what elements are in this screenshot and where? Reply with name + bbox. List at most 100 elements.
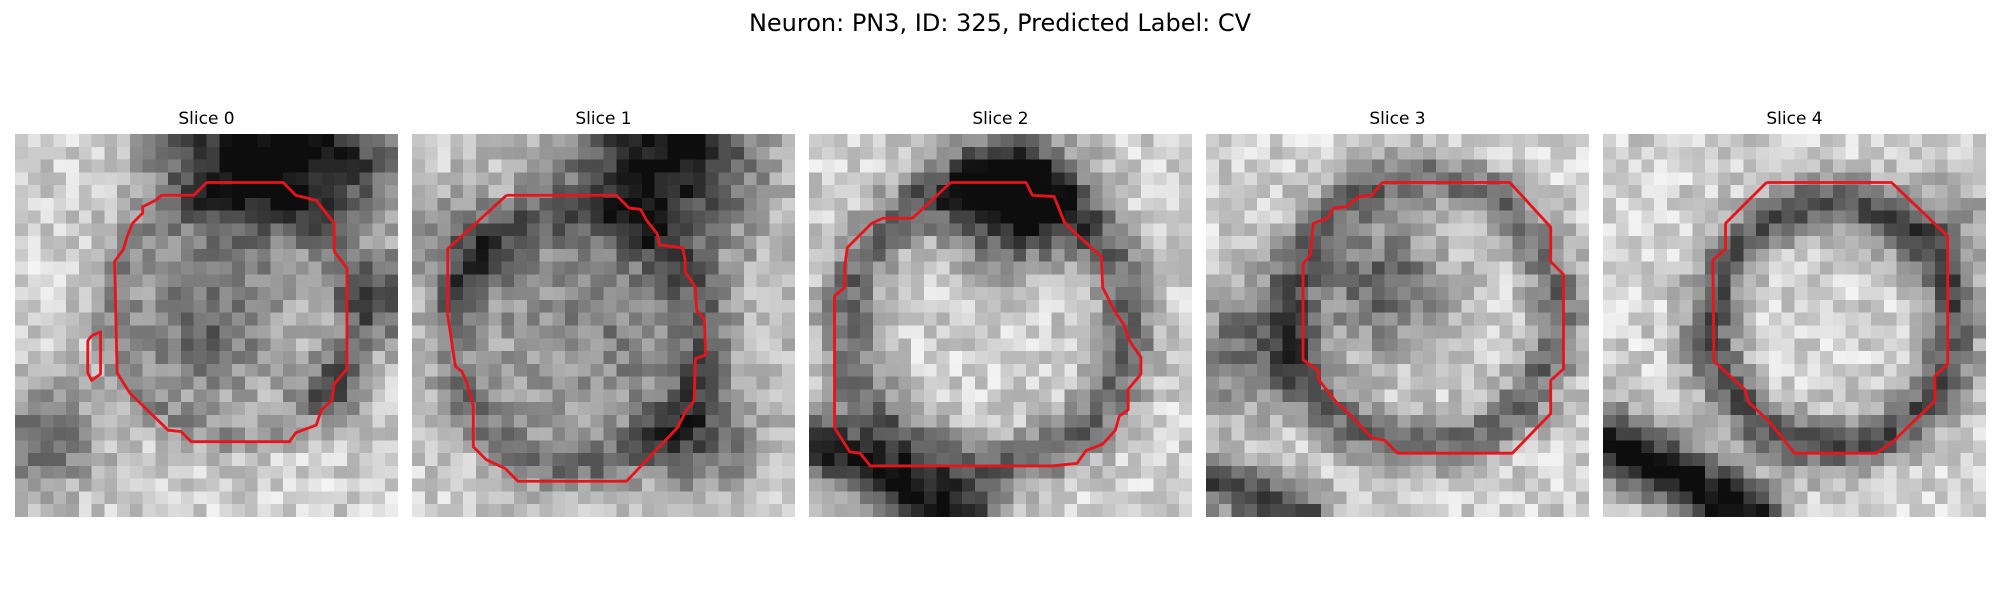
pixel [129, 274, 143, 288]
pixel [1960, 261, 1974, 275]
pixel [974, 453, 988, 467]
pixel [475, 197, 489, 211]
pixel [1858, 376, 1872, 390]
pixel [1435, 491, 1449, 505]
pixel [1206, 427, 1220, 441]
pixel [40, 414, 54, 428]
pixel [437, 363, 451, 377]
pixel [1282, 172, 1296, 186]
pixel [1947, 440, 1961, 454]
pixel [501, 351, 515, 365]
pixel [1282, 402, 1296, 416]
pixel [385, 159, 398, 173]
pixel [847, 185, 861, 199]
pixel [283, 465, 297, 479]
pixel [1654, 146, 1668, 160]
pixel [654, 210, 668, 224]
pixel [450, 146, 464, 160]
pixel [78, 427, 92, 441]
pixel [1973, 261, 1986, 275]
pixel [78, 389, 92, 403]
pixel [1922, 478, 1936, 492]
pixel [756, 146, 770, 160]
pixel [1115, 363, 1129, 377]
pixel [667, 351, 681, 365]
pixel [923, 134, 937, 148]
pixel [1077, 248, 1091, 262]
pixel [1845, 351, 1859, 365]
pixel [283, 236, 297, 250]
pixel [743, 338, 757, 352]
pixel [1153, 465, 1167, 479]
pixel [1743, 363, 1757, 377]
pixel [1397, 325, 1411, 339]
pixel [526, 146, 540, 160]
pixel [885, 338, 899, 352]
pixel [232, 376, 246, 390]
pixel [1794, 402, 1808, 416]
pixel [1218, 414, 1232, 428]
pixel [450, 427, 464, 441]
pixel [1550, 274, 1564, 288]
pixel [1448, 248, 1462, 262]
pixel [270, 491, 284, 505]
pixel [1730, 338, 1744, 352]
pixel [15, 414, 29, 428]
pixel [718, 440, 732, 454]
pixel [1206, 287, 1220, 301]
pixel [359, 338, 373, 352]
pixel [66, 453, 80, 467]
pixel [911, 274, 925, 288]
pixel [756, 159, 770, 173]
pixel [1679, 197, 1693, 211]
pixel [1768, 440, 1782, 454]
pixel [1628, 236, 1642, 250]
pixel [1973, 465, 1986, 479]
pixel [847, 210, 861, 224]
pixel [1499, 236, 1513, 250]
pixel [1871, 325, 1885, 339]
pixel [1346, 504, 1360, 517]
pixel [565, 440, 579, 454]
pixel [270, 376, 284, 390]
pixel [244, 134, 258, 148]
pixel [1692, 223, 1706, 237]
pixel [1525, 210, 1539, 224]
pixel [1077, 172, 1091, 186]
pixel [1641, 248, 1655, 262]
pixel [1743, 236, 1757, 250]
pixel [129, 159, 143, 173]
pixel [257, 185, 271, 199]
pixel [1525, 287, 1539, 301]
pixel [1768, 325, 1782, 339]
pixel [1934, 185, 1948, 199]
pixel [1423, 478, 1437, 492]
pixel [168, 146, 182, 160]
pixel [412, 223, 426, 237]
pixel [603, 427, 617, 441]
pixel [847, 427, 861, 441]
pixel [911, 504, 925, 517]
pixel [743, 376, 757, 390]
pixel [206, 363, 220, 377]
pixel [206, 299, 220, 313]
pixel [104, 210, 118, 224]
pixel [1128, 389, 1142, 403]
pixel [514, 491, 528, 505]
pixel [1909, 453, 1923, 467]
pixel [1320, 453, 1334, 467]
pixel [898, 134, 912, 148]
pixel [412, 402, 426, 416]
pixel [463, 491, 477, 505]
pixel [1346, 453, 1360, 467]
pixel [1692, 197, 1706, 211]
pixel [206, 248, 220, 262]
pixel [1922, 453, 1936, 467]
pixel [66, 197, 80, 211]
pixel [1525, 504, 1539, 517]
pixel [232, 363, 246, 377]
pixel [603, 172, 617, 186]
pixel [1128, 236, 1142, 250]
pixel [1257, 274, 1271, 288]
pixel [1384, 504, 1398, 517]
